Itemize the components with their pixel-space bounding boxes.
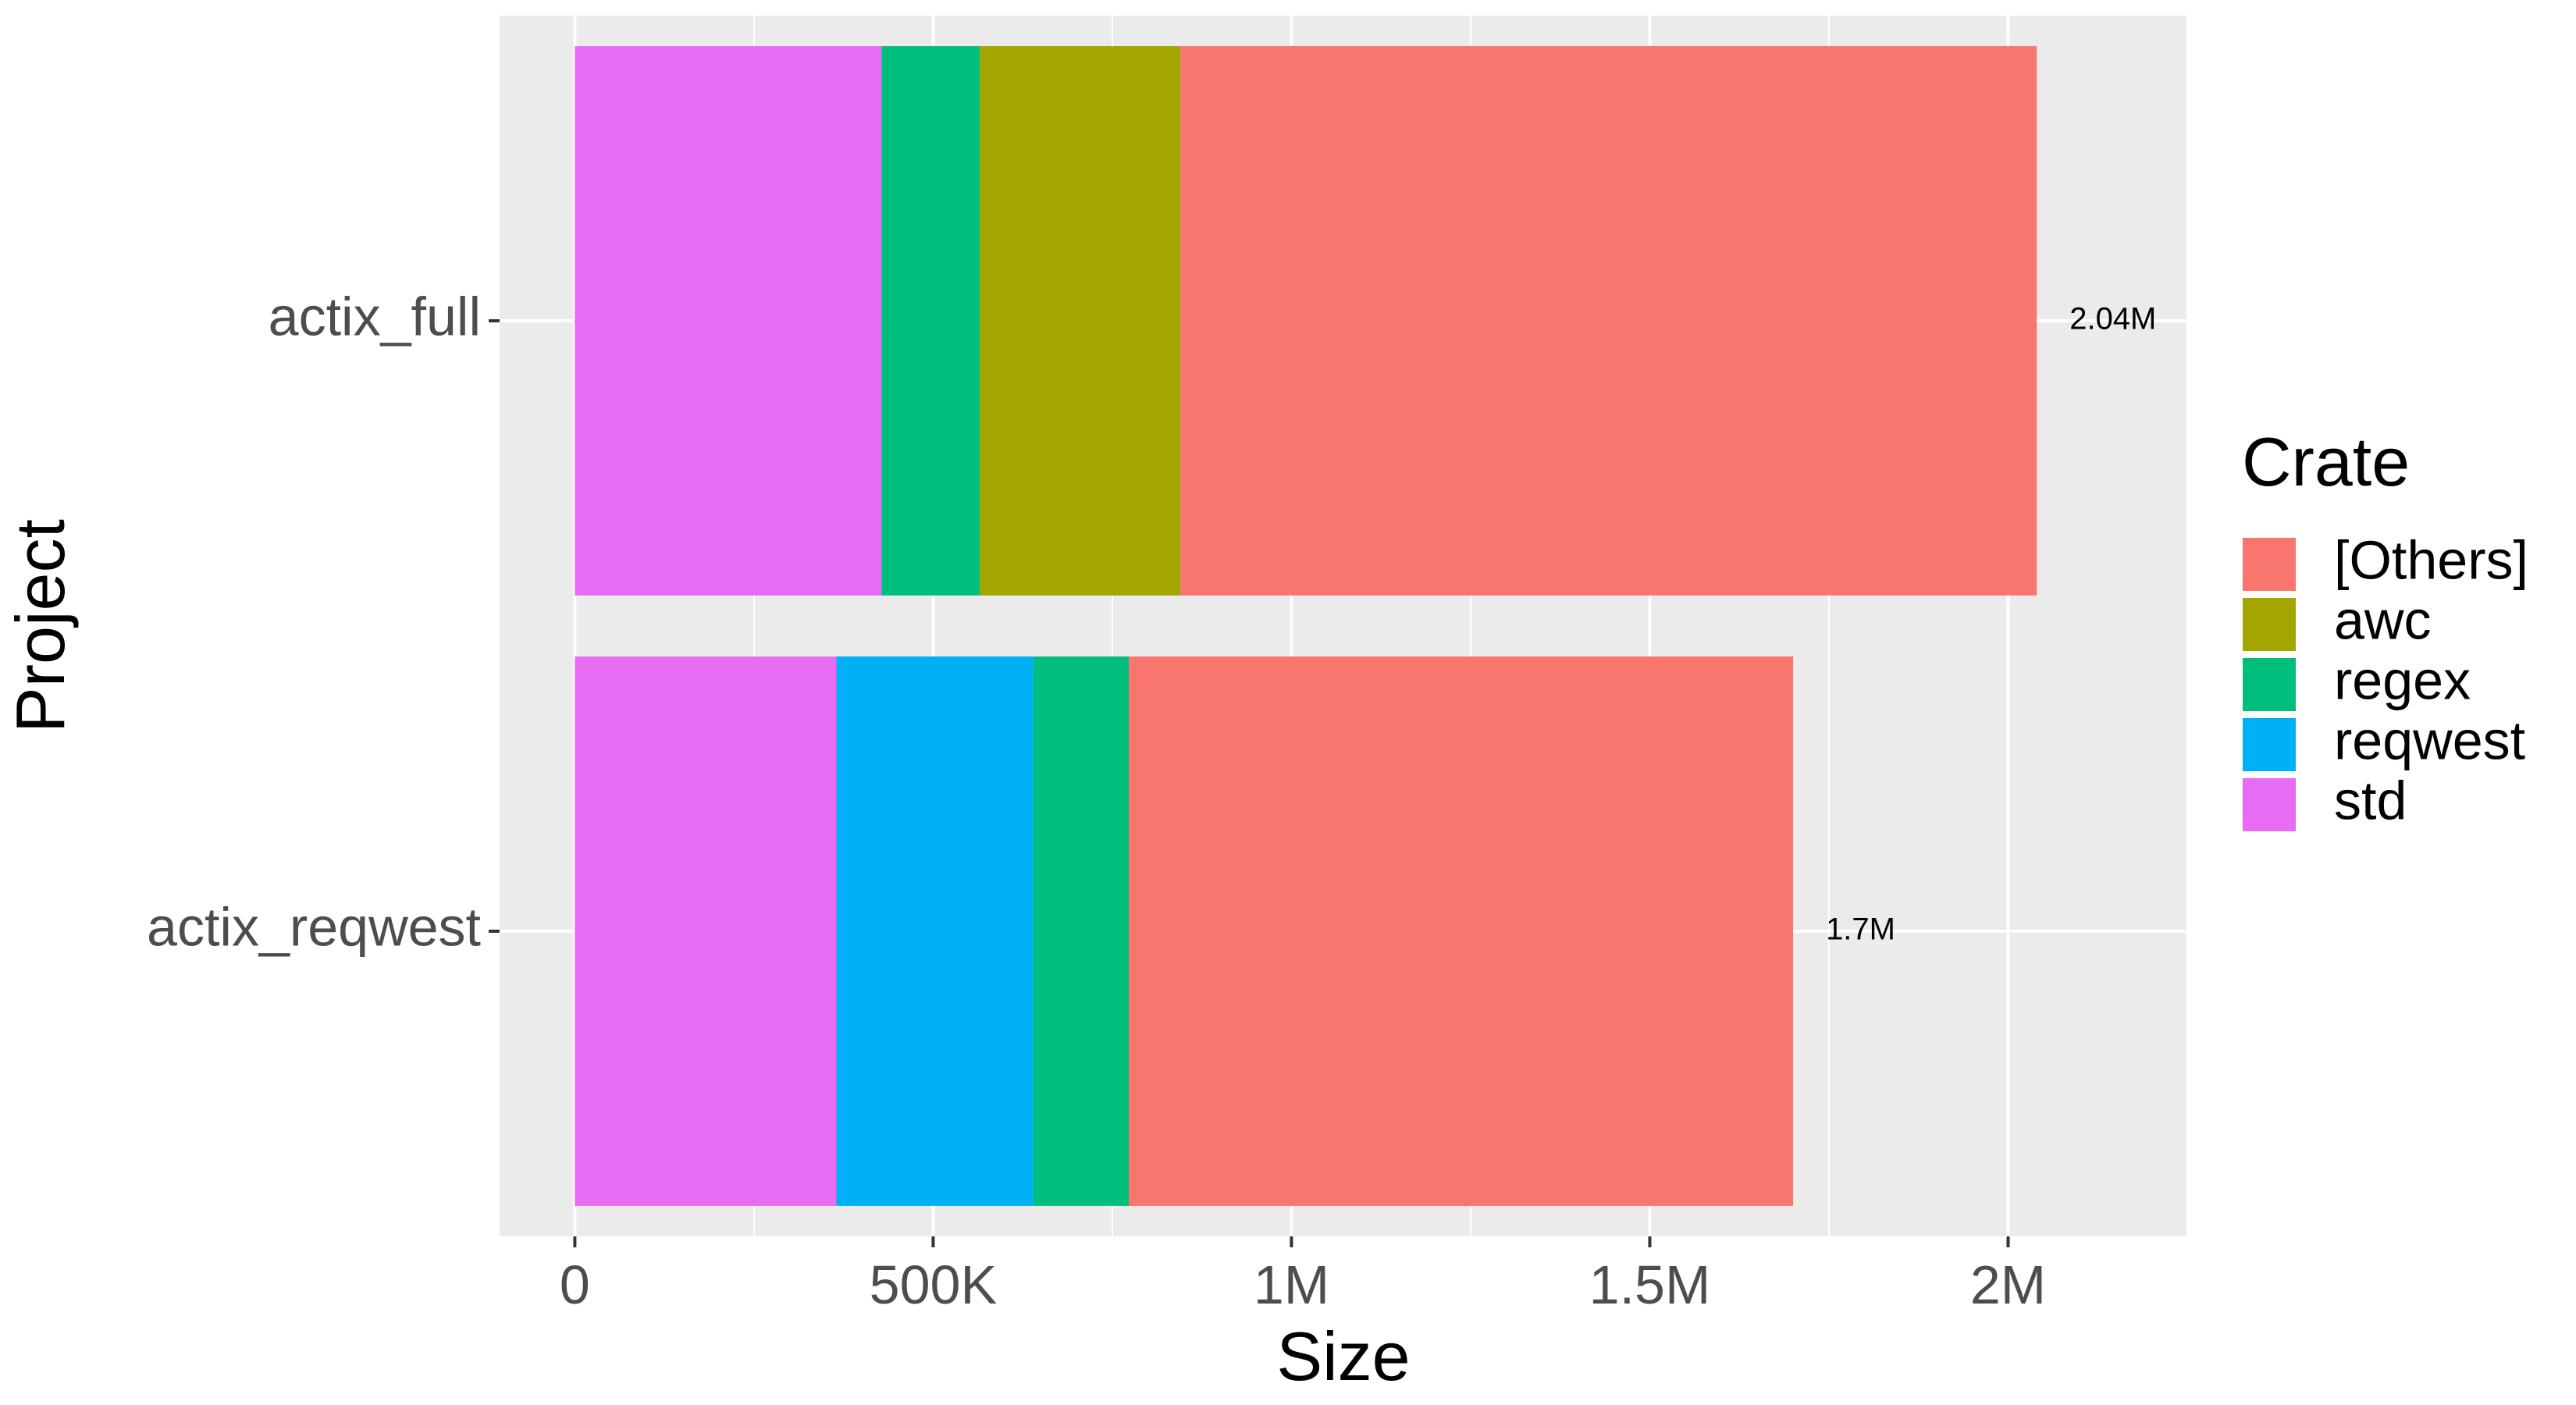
- bar-segment: [575, 656, 837, 1206]
- total-labels: 1.7M 2.04M: [1826, 302, 2156, 947]
- x-tick-label: 1M: [1254, 1254, 1329, 1315]
- legend-label: std: [2334, 770, 2407, 831]
- x-axis-title: Size: [1276, 1318, 1410, 1395]
- legend-label: [Others]: [2334, 529, 2528, 590]
- legend-label: regex: [2334, 649, 2471, 710]
- bar-segments: [575, 46, 2037, 1206]
- legend-label: awc: [2334, 589, 2431, 650]
- legend-label: reqwest: [2334, 710, 2525, 770]
- x-tick-label: 2M: [1970, 1254, 2046, 1315]
- bar-segment: [1129, 656, 1794, 1206]
- y-tick-label: actix_full: [269, 286, 481, 347]
- bar-segment: [575, 46, 882, 596]
- x-axis: 0 500K 1M 1.5M 2M: [560, 1236, 2046, 1315]
- bar-segment: [980, 46, 1181, 596]
- legend-swatch: [2241, 777, 2297, 833]
- bar-segment: [881, 46, 980, 596]
- bar-segment: [836, 656, 1034, 1206]
- bar-segment: [1180, 46, 2037, 596]
- x-tick-label: 0: [560, 1254, 590, 1315]
- total-label: 1.7M: [1826, 912, 1895, 947]
- legend-swatch: [2241, 596, 2297, 653]
- legend-title: Crate: [2242, 423, 2410, 500]
- x-tick-label: 500K: [870, 1254, 997, 1315]
- x-tick-label: 1.5M: [1589, 1254, 1711, 1315]
- legend-swatch: [2241, 536, 2297, 592]
- y-axis-title: Project: [2, 519, 79, 733]
- legend-swatch: [2241, 656, 2297, 713]
- bar-segment: [1033, 656, 1130, 1206]
- total-label: 2.04M: [2069, 302, 2156, 336]
- legend-swatch: [2241, 717, 2297, 773]
- y-tick-label: actix_reqwest: [147, 896, 481, 957]
- y-axis: actix_reqwest actix_full: [147, 286, 500, 957]
